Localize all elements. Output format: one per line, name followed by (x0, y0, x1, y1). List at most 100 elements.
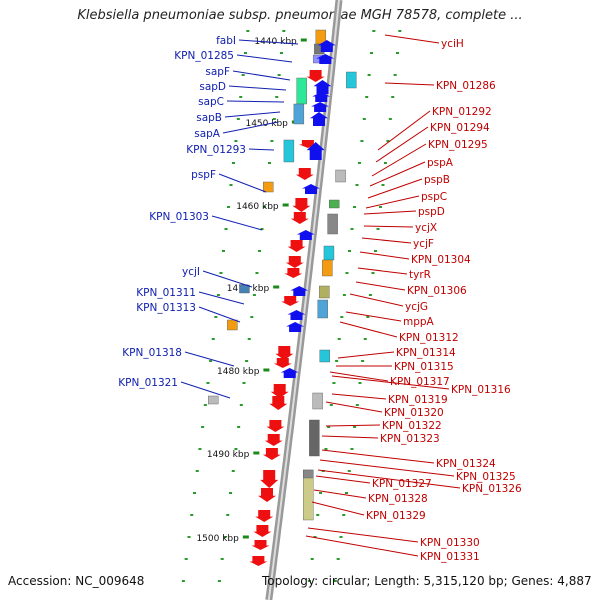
ring-dot (237, 426, 241, 428)
ring-dot (379, 206, 383, 208)
ring-dot (383, 162, 387, 164)
reverse-gene-arrow (310, 112, 328, 126)
scale-tick-label: 1500 kbp (196, 534, 239, 544)
ring-dot (277, 74, 281, 76)
right-gene-label: KPN_01326 (462, 483, 522, 495)
ring-dot (329, 404, 333, 406)
ring-dot (371, 272, 375, 274)
forward-gene-arrow (292, 198, 311, 212)
ring-dot (391, 96, 395, 98)
forward-gene-arrow (275, 346, 294, 360)
ring-dot (217, 580, 221, 582)
right-leader-line (359, 251, 410, 260)
left-leader-line (238, 39, 299, 45)
ring-dot (250, 316, 254, 318)
right-leader-line (355, 281, 406, 291)
ring-dot (339, 536, 343, 538)
feature-box (335, 169, 346, 183)
ring-dot (270, 140, 274, 142)
feature-box (323, 245, 335, 261)
reverse-gene-arrow (287, 310, 306, 320)
ring-dot (357, 162, 361, 164)
ring-dot (234, 448, 238, 450)
ring-dot (216, 294, 220, 296)
right-leader-line (377, 110, 431, 151)
right-gene-label: KPN_01329 (366, 510, 426, 522)
right-leader-line (363, 210, 417, 215)
ring-dot (355, 184, 359, 186)
right-leader-line (375, 126, 429, 163)
left-gene-label: pspF (191, 169, 216, 181)
left-gene-label: sapD (199, 81, 226, 93)
left-leader-line (184, 351, 235, 367)
ring-dot (222, 250, 225, 252)
right-leader-line (331, 393, 387, 400)
ring-dot (350, 448, 354, 450)
ring-dot (333, 580, 337, 582)
left-gene-label: ycjI (182, 266, 200, 278)
map-title: Klebsiella pneumoniae subsp. pneumoniae … (77, 8, 523, 23)
left-gene-label: KPN_01285 (174, 50, 234, 62)
ring-dot (243, 52, 247, 54)
forward-gene-arrow (264, 434, 283, 446)
ring-dot (347, 470, 351, 472)
feature-box (329, 199, 340, 209)
ring-dot (252, 294, 256, 296)
ring-dot (246, 30, 250, 32)
scale-tick-mark (253, 451, 260, 455)
left-leader-line (228, 85, 287, 91)
right-gene-label: KPN_01328 (368, 493, 428, 505)
reverse-gene-arrow (313, 80, 332, 94)
ring-dot (206, 382, 210, 384)
ring-dot (187, 536, 191, 538)
ring-dot (348, 250, 351, 252)
right-leader-line (311, 501, 365, 516)
genome-meta: Topology: circular; Length: 5,315,120 bp… (262, 574, 592, 588)
right-leader-line (384, 34, 440, 44)
ring-dot (355, 404, 359, 406)
ring-dot (239, 96, 243, 98)
right-gene-label: KPN_01295 (428, 139, 488, 151)
ring-dot (198, 448, 202, 450)
feature-dots (181, 30, 402, 582)
ring-dot (282, 30, 286, 32)
left-gene-label: fabI (216, 35, 236, 47)
gene-arrows (249, 40, 336, 566)
right-gene-label: pspD (418, 206, 445, 218)
left-leader-line (180, 381, 231, 399)
right-gene-label: KPN_01294 (430, 122, 490, 134)
scale-tick-mark (300, 38, 307, 42)
backbone-highlight (267, 0, 340, 600)
right-gene-label: KPN_01292 (432, 106, 492, 118)
ring-dot (361, 360, 365, 362)
ring-dot (236, 118, 240, 120)
scale-tick-mark (242, 535, 249, 539)
genome-backbone (265, 0, 343, 600)
right-leader-line (337, 351, 395, 359)
right-gene-label: KPN_01314 (396, 347, 456, 359)
scale-tick-label: 1490 kbp (207, 450, 250, 460)
ring-dot (332, 382, 336, 384)
right-leader-line (325, 401, 383, 413)
forward-gene-arrow (249, 556, 268, 566)
forward-gene-arrow (295, 168, 314, 180)
feature-box (263, 181, 274, 193)
ring-dot (272, 118, 276, 120)
left-leader-line (211, 215, 263, 231)
forward-gene-arrow (281, 296, 300, 306)
scale-tick-mark (282, 203, 289, 207)
left-leader-line (224, 111, 281, 118)
feature-box (312, 392, 323, 410)
right-leader-line (363, 225, 414, 228)
ring-dot (362, 118, 366, 120)
right-gene-label: KPN_01322 (382, 420, 442, 432)
right-gene-label: KPN_01317 (390, 376, 450, 388)
ring-dot (337, 338, 341, 340)
right-gene-label: tyrR (409, 269, 431, 281)
feature-box (208, 395, 219, 405)
right-gene-label: KPN_01286 (436, 80, 496, 92)
left-gene-label: sapB (196, 112, 222, 124)
ring-dot (234, 140, 238, 142)
ring-dot (247, 338, 251, 340)
